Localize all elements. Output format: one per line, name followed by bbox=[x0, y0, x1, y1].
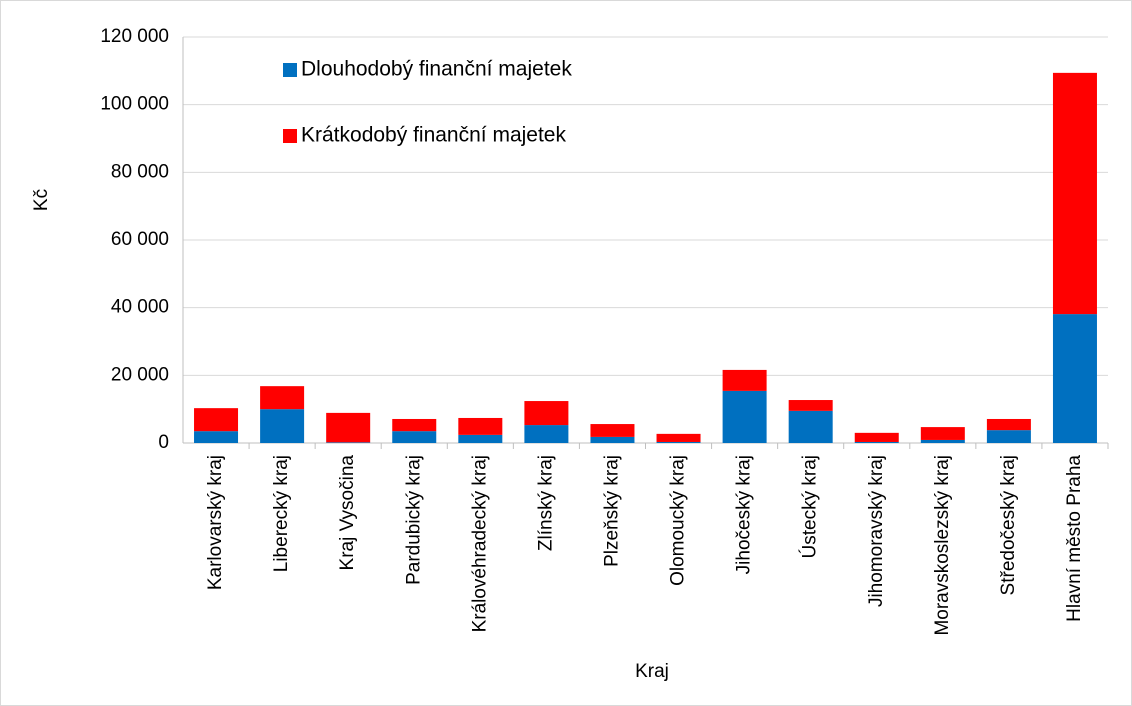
x-tick-label: Ústecký kraj bbox=[799, 455, 821, 558]
x-tick-label: Středočeský kraj bbox=[998, 455, 1019, 595]
bar-segment bbox=[194, 431, 239, 443]
legend-swatch bbox=[283, 63, 297, 77]
bar-segment bbox=[656, 441, 701, 443]
bar-segment bbox=[326, 412, 371, 443]
bar-segment bbox=[854, 432, 899, 442]
x-tick-label: Olomoucký kraj bbox=[668, 455, 689, 586]
y-tick-label: 20 000 bbox=[111, 364, 169, 385]
x-tick-label: Liberecký kraj bbox=[271, 455, 292, 572]
bar-segment bbox=[920, 427, 965, 440]
bar-segment bbox=[1052, 314, 1097, 443]
x-tick-label: Karlovarský kraj bbox=[205, 455, 226, 590]
bar-segment bbox=[194, 408, 239, 432]
x-tick-label: Kraj Vysočina bbox=[337, 455, 358, 571]
x-tick-label: Jihomoravský kraj bbox=[866, 455, 887, 607]
y-tick-label: 60 000 bbox=[111, 229, 169, 250]
bar-segment bbox=[392, 418, 437, 432]
bar-segment bbox=[260, 409, 305, 443]
bar-segment bbox=[524, 425, 569, 443]
y-tick-label: 120 000 bbox=[100, 26, 169, 47]
bar-segment bbox=[260, 386, 305, 410]
y-tick-label: 80 000 bbox=[111, 161, 169, 182]
bar-segment bbox=[854, 441, 899, 443]
bar-segment bbox=[722, 369, 767, 391]
bar-segment bbox=[458, 434, 503, 443]
bar-segment bbox=[920, 439, 965, 443]
bar-segment bbox=[986, 430, 1031, 443]
bar-segment bbox=[458, 417, 503, 435]
x-tick-label: Královéhradecký kraj bbox=[469, 455, 490, 632]
x-tick-label: Hlavní město Praha bbox=[1064, 455, 1085, 622]
bar-segment bbox=[326, 442, 371, 443]
bar-segment bbox=[656, 433, 701, 442]
x-tick-label: Jihočeský kraj bbox=[734, 455, 755, 574]
bar-segment bbox=[722, 390, 767, 443]
bar-segment bbox=[788, 400, 833, 411]
legend-label: Krátkodobý finanční majetek bbox=[301, 124, 566, 147]
bar-segment bbox=[590, 424, 635, 437]
bar-segment bbox=[524, 401, 569, 426]
bar-segment bbox=[986, 418, 1031, 431]
x-tick-label: Moravskoslezský kraj bbox=[932, 455, 953, 636]
bar-segment bbox=[788, 410, 833, 443]
y-tick-label: 0 bbox=[158, 432, 169, 453]
x-tick-label: Zlínský kraj bbox=[535, 455, 556, 551]
x-axis-title: Kraj bbox=[635, 661, 669, 682]
legend-swatch bbox=[283, 129, 297, 143]
legend-label: Dlouhodobý finanční majetek bbox=[301, 58, 572, 81]
y-tick-label: 100 000 bbox=[100, 94, 169, 115]
y-tick-label: 40 000 bbox=[111, 297, 169, 318]
bar-segment bbox=[1052, 72, 1097, 315]
x-tick-label: Pardubický kraj bbox=[403, 455, 424, 585]
bar-segment bbox=[590, 436, 635, 443]
x-tick-label: Plzeňský kraj bbox=[601, 455, 622, 567]
y-axis-title: Kč bbox=[31, 189, 52, 211]
bar-segment bbox=[392, 431, 437, 443]
